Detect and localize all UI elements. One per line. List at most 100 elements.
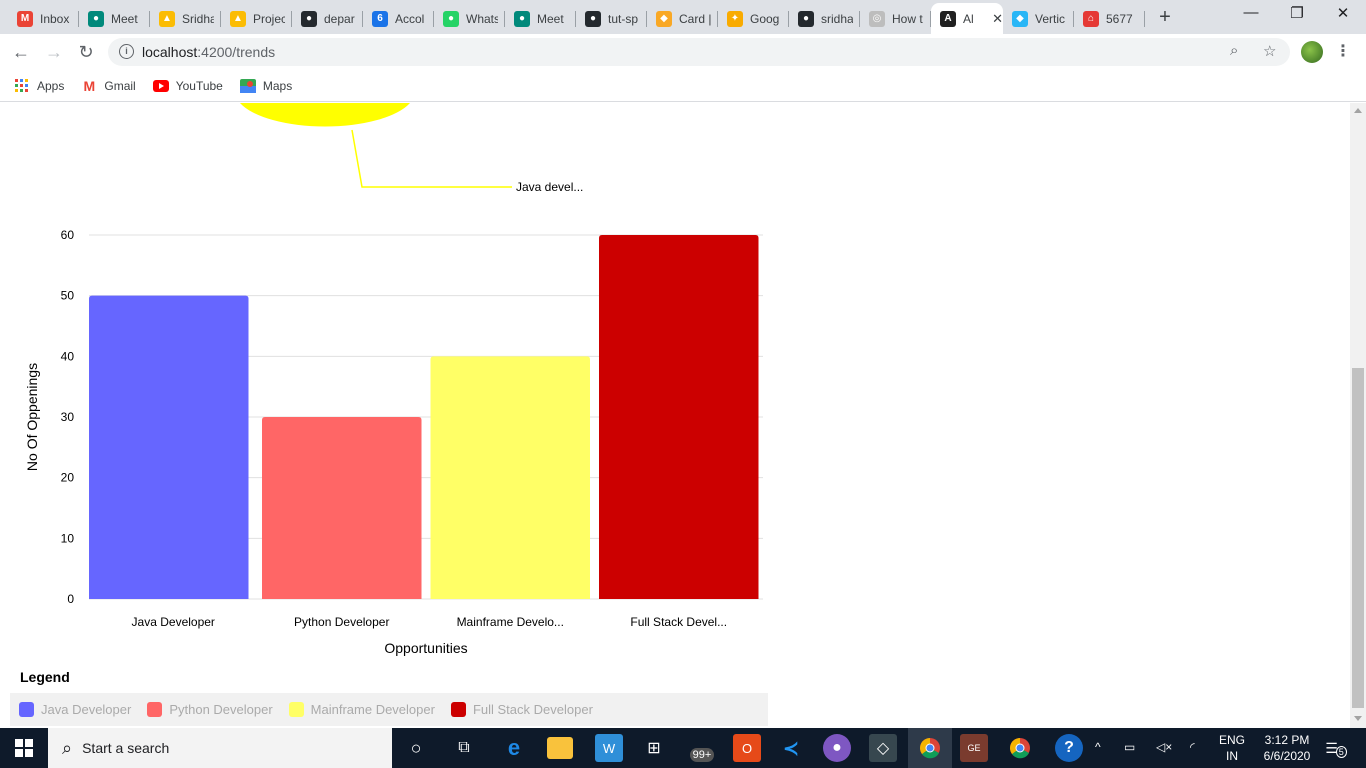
notification-count: 5	[1335, 746, 1347, 758]
legend-item[interactable]: Mainframe Developer	[288, 702, 435, 717]
bar-python-developer[interactable]	[262, 417, 422, 599]
bookmark-youtube[interactable]: YouTube	[152, 79, 223, 93]
browser-tab[interactable]: ● sridha	[789, 3, 860, 34]
browser-tab[interactable]: ▲ Sridha	[150, 3, 221, 34]
taskbar-search[interactable]: ⌕ Start a search	[48, 728, 392, 768]
windows-taskbar: ⌕ Start a search ○ ⧉ e W ⊞ 99+ O ≺ ● ◇ G…	[0, 728, 1366, 768]
bookmark-gmail[interactable]: M Gmail	[81, 77, 136, 94]
bar-full-stack-devel[interactable]	[599, 235, 759, 599]
legend-title: Legend	[20, 669, 70, 685]
bar-mainframe-develo[interactable]	[430, 356, 591, 599]
y-tick-label: 50	[61, 289, 75, 303]
game-icon[interactable]: GE	[960, 734, 988, 762]
new-tab-button[interactable]: +	[1159, 6, 1171, 28]
tab-title: Goog	[750, 11, 780, 26]
browser-tab[interactable]: 6 Accol	[363, 3, 434, 34]
bookmark-maps[interactable]: Maps	[239, 78, 292, 93]
back-icon[interactable]: ←	[12, 41, 30, 62]
calendar-icon: 6	[372, 10, 388, 27]
x-tick-label: Python Developer	[294, 615, 389, 629]
reload-icon[interactable]: ↻	[78, 41, 94, 62]
x-axis-ticks: Java Developer Python Developer Mainframe …	[132, 615, 728, 629]
tray-chevron-icon[interactable]: ^	[1095, 740, 1101, 754]
chrome-alt-icon[interactable]	[1006, 734, 1034, 762]
browser-tab[interactable]: ✦ Goog	[718, 3, 789, 34]
browser-tab[interactable]: ● tut-sp	[576, 3, 647, 34]
gmail-icon: M	[83, 77, 96, 94]
notifications-icon[interactable]: ☰ 5	[1322, 734, 1350, 762]
cortana-icon[interactable]: ○	[410, 737, 422, 758]
file-explorer-icon[interactable]	[547, 737, 573, 759]
pie-slice-java[interactable]	[240, 103, 410, 127]
tab-title: How t	[892, 11, 923, 26]
bookmark-apps[interactable]: Apps	[14, 78, 64, 93]
page-content: Java devel... 0 10 20 30 40 50 60 Java Develop…	[0, 103, 1350, 728]
tab-title: tut-sp	[608, 11, 639, 26]
office-icon[interactable]: O	[733, 734, 761, 762]
page-icon: ◎	[869, 10, 885, 27]
bookmark-star-icon[interactable]: ☆	[1263, 43, 1277, 60]
browser-tab[interactable]: ● Meet	[79, 3, 150, 34]
edge-icon[interactable]: e	[507, 735, 521, 760]
browser-tab[interactable]: M Inbox	[8, 3, 79, 34]
legend-item[interactable]: Full Stack Developer	[450, 702, 593, 717]
apps-grid-icon	[14, 78, 30, 93]
legend-item[interactable]: Java Developer	[19, 702, 131, 717]
vscode-icon[interactable]: ≺	[782, 737, 800, 760]
taskbar-clock[interactable]: 3:12 PM 6/6/2020	[1252, 732, 1322, 764]
github-desktop-icon[interactable]: ●	[823, 734, 851, 762]
zoom-icon[interactable]: ⌕	[1230, 42, 1239, 59]
x-tick-label: Full Stack Devel...	[630, 615, 727, 629]
y-tick-label: 40	[61, 349, 75, 363]
browser-tab[interactable]: ▲ Projec	[221, 3, 292, 34]
browser-tab[interactable]: ◆ Vertic	[1003, 3, 1074, 34]
address-bar[interactable]: i localhost:4200/trends ⌕ ☆	[108, 38, 1290, 66]
legend-swatch	[19, 702, 34, 717]
y-tick-label: 60	[61, 228, 75, 242]
browser-tab[interactable]: ● Meet	[505, 3, 576, 34]
y-tick-label: 20	[61, 471, 75, 485]
browser-tab[interactable]: ◆ Card |	[647, 3, 718, 34]
tab-title: Whats	[466, 11, 498, 26]
chrome-icon[interactable]	[916, 734, 944, 762]
minimize-button[interactable]: —	[1243, 4, 1259, 21]
help-icon[interactable]: ?	[1055, 734, 1083, 762]
bookmark-label: Gmail	[104, 78, 136, 93]
profile-avatar[interactable]	[1301, 41, 1323, 63]
wifi-icon[interactable]: ◜	[1190, 740, 1195, 754]
browser-tab[interactable]: A Al ✕	[931, 3, 1003, 34]
site-info-icon[interactable]: i	[119, 44, 134, 59]
mail-icon[interactable]: 99+	[688, 734, 716, 762]
browser-menu-icon[interactable]: ⋮	[1335, 43, 1351, 60]
y-tick-label: 30	[61, 410, 75, 424]
task-view-icon[interactable]: ⧉	[458, 739, 470, 756]
start-button[interactable]	[0, 728, 48, 768]
close-window-button[interactable]: ✕	[1336, 5, 1350, 22]
battery-icon[interactable]: ▭	[1124, 740, 1136, 754]
windows-icon	[15, 739, 33, 757]
store-icon[interactable]: ⊞	[647, 740, 661, 757]
language-indicator[interactable]: ENG IN	[1218, 732, 1246, 764]
chart-legend: Java Developer Python Developer Mainframe …	[10, 693, 768, 726]
tab-title: Meet	[537, 11, 564, 26]
forward-icon[interactable]: →	[45, 41, 63, 62]
browser-tab[interactable]: ◎ How t	[860, 3, 931, 34]
page-scrollbar[interactable]	[1350, 103, 1366, 728]
mysql-workbench-icon[interactable]: ◇	[869, 734, 897, 762]
scroll-thumb[interactable]	[1352, 368, 1364, 708]
scroll-down-icon[interactable]	[1354, 716, 1362, 721]
volume-muted-icon[interactable]: ◁×	[1156, 740, 1173, 754]
clock-date: 6/6/2020	[1263, 749, 1311, 763]
tab-close-icon[interactable]: ✕	[992, 10, 1003, 26]
pie-leader-line	[351, 129, 512, 188]
restore-button[interactable]: ❐	[1290, 5, 1304, 22]
writer-icon[interactable]: W	[595, 734, 623, 762]
browser-tab[interactable]: ● depar	[292, 3, 363, 34]
whatsapp-icon: ●	[443, 10, 459, 27]
browser-tab[interactable]: ⌂ 5677	[1074, 3, 1145, 34]
bar-java-developer[interactable]	[89, 295, 249, 599]
pie-slice-label: Java devel...	[516, 180, 583, 194]
browser-tab[interactable]: ● Whats	[434, 3, 505, 34]
scroll-up-icon[interactable]	[1354, 108, 1362, 113]
legend-item[interactable]: Python Developer	[147, 702, 273, 717]
